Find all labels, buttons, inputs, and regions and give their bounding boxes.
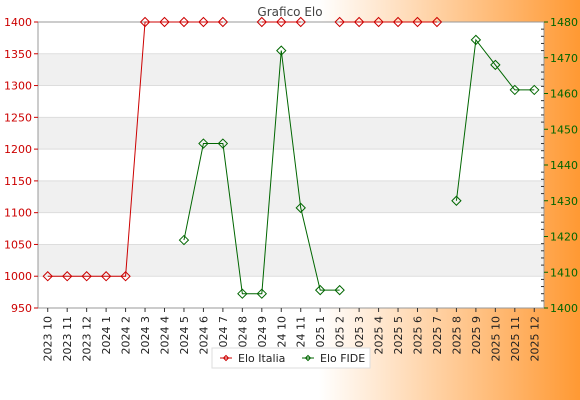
data-point — [120, 271, 131, 282]
plot-band — [38, 180, 544, 213]
x-tick-label: 2025 10 — [489, 316, 502, 362]
right-tick-label: 1400 — [550, 302, 578, 315]
x-tick-label: 2024 6 — [197, 316, 210, 355]
data-point — [139, 16, 151, 28]
left-tick-label: 1150 — [4, 175, 32, 188]
x-tick-label: 2025 12 — [528, 316, 541, 362]
axes: 950 1000 1050 1100 1150 1200 1250 1300 1350 1400 1… — [4, 16, 578, 362]
plot-band — [38, 53, 544, 86]
data-point — [237, 288, 248, 299]
series-layer — [42, 16, 540, 299]
right-tick-label: 1410 — [550, 266, 578, 279]
left-tick-label: 1400 — [4, 16, 32, 29]
data-point — [295, 16, 306, 28]
left-tick-label: 1100 — [4, 207, 32, 220]
left-tick-label: 1350 — [4, 48, 32, 61]
x-tick-label: 2023 12 — [81, 316, 94, 362]
x-tick-label: 2024 1 — [100, 316, 113, 355]
series-line — [455, 38, 535, 201]
data-point — [42, 271, 53, 282]
x-tick-label: 2024 2 — [120, 316, 133, 355]
left-tick-label: 950 — [11, 302, 32, 315]
data-point — [334, 16, 345, 28]
data-point — [198, 138, 209, 149]
data-point — [451, 195, 462, 206]
x-tick-label: 2025 11 — [509, 316, 522, 362]
series-line — [183, 50, 340, 295]
data-point — [334, 284, 345, 296]
x-tick-label: 2025 3 — [353, 316, 366, 355]
legend-label: Elo FIDE — [320, 352, 365, 365]
x-tick-label: 2024 9 — [256, 316, 269, 355]
x-tick-label: 2025 7 — [431, 316, 444, 355]
legend-label: Elo Italia — [238, 352, 285, 365]
data-point — [295, 202, 306, 214]
data-point — [178, 16, 190, 28]
data-point — [490, 59, 501, 71]
plot-bands — [38, 22, 544, 308]
x-tick-label: 2024 3 — [139, 316, 152, 355]
legend: Elo Italia Elo FIDE — [211, 347, 371, 369]
data-point — [81, 271, 92, 282]
left-tick-label: 1050 — [4, 238, 32, 251]
x-tick-label: 2025 6 — [412, 316, 425, 355]
data-point — [314, 284, 326, 296]
chart-title: Grafico Elo — [257, 5, 322, 19]
data-point — [431, 16, 443, 28]
right-tick-label: 1450 — [550, 123, 578, 136]
series-line — [47, 21, 223, 277]
data-point — [178, 234, 190, 246]
plot-band — [38, 85, 544, 118]
data-point — [509, 84, 521, 96]
right-tick-label: 1460 — [550, 88, 578, 101]
data-point — [159, 16, 170, 28]
data-point — [61, 271, 73, 282]
left-tick-label: 1250 — [4, 111, 32, 124]
x-tick-label: 2025 1 — [314, 316, 327, 355]
plot-band — [38, 212, 544, 245]
data-point — [353, 16, 365, 28]
data-point — [256, 288, 268, 299]
data-point — [198, 16, 209, 28]
x-tick-label: 2023 10 — [42, 316, 55, 362]
legend-box — [211, 347, 371, 369]
plot-band — [38, 149, 544, 181]
legend-marker — [304, 354, 312, 362]
x-tick-label: 2025 4 — [373, 316, 386, 355]
x-tick-label: 2024 7 — [217, 316, 230, 355]
data-point — [100, 271, 112, 282]
x-tick-label: 2025 2 — [334, 316, 347, 355]
data-point — [529, 84, 540, 96]
left-tick-label: 1300 — [4, 80, 32, 93]
x-tick-label: 2024 8 — [236, 316, 249, 355]
right-tick-label: 1420 — [550, 231, 578, 244]
data-point — [276, 45, 287, 56]
data-point — [217, 138, 229, 149]
x-tick-label: 2023 11 — [61, 316, 74, 362]
left-tick-label: 1200 — [4, 143, 32, 156]
right-tick-label: 1470 — [550, 52, 578, 65]
data-point — [276, 16, 287, 28]
data-point — [412, 16, 423, 28]
data-point — [392, 16, 404, 28]
plot-band — [38, 276, 544, 308]
data-point — [373, 16, 384, 28]
legend-marker — [222, 354, 230, 362]
plot-band — [38, 244, 544, 277]
plot-band — [38, 22, 544, 54]
data-point — [470, 34, 482, 46]
right-tick-label: 1480 — [550, 16, 578, 29]
data-point — [256, 16, 268, 28]
x-tick-label: 2025 9 — [470, 316, 483, 355]
x-tick-label: 2025 5 — [392, 316, 405, 355]
x-tick-label: 2024 5 — [178, 316, 191, 355]
x-tick-label: 2024 4 — [159, 316, 172, 355]
right-tick-label: 1430 — [550, 195, 578, 208]
data-point — [217, 16, 229, 28]
x-tick-label: 2025 8 — [450, 316, 463, 355]
right-tick-label: 1440 — [550, 159, 578, 172]
left-tick-label: 1000 — [4, 270, 32, 283]
